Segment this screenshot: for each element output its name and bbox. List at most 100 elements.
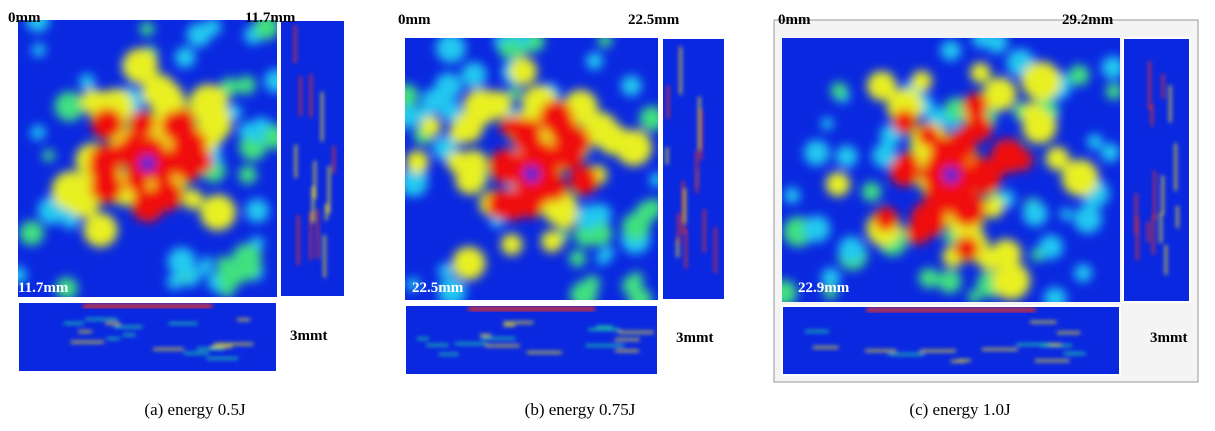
blob [621, 75, 642, 96]
streak [333, 146, 335, 174]
label-thickness: 3mmt [290, 328, 328, 344]
streak [888, 353, 924, 355]
streak [714, 227, 716, 273]
blob [906, 220, 930, 244]
blob [835, 145, 857, 167]
figure: 0mm11.7mm11.7mm3mmt(a) energy 0.5J0mm22.… [0, 0, 1215, 431]
blob [938, 270, 961, 293]
blob [175, 47, 196, 68]
streak [813, 346, 839, 348]
blob [586, 52, 603, 69]
blob [421, 116, 441, 136]
blob [1069, 65, 1090, 86]
streak [328, 166, 330, 214]
label-thickness: 3mmt [1150, 330, 1188, 346]
blob [131, 189, 164, 222]
streak [294, 25, 296, 63]
blob [784, 187, 800, 203]
blob [970, 62, 991, 83]
streak [1152, 215, 1154, 254]
streak [206, 357, 238, 359]
streak [958, 360, 971, 362]
streak [615, 339, 640, 341]
streak [310, 212, 312, 260]
blob [804, 140, 830, 166]
streak [197, 348, 224, 350]
blob [954, 236, 979, 261]
blob [238, 122, 254, 138]
label-width: 29.2mm [1062, 12, 1114, 28]
blob [553, 129, 575, 151]
label-origin: 0mm [778, 12, 811, 28]
blob [19, 221, 44, 246]
label-height: 11.7mm [18, 280, 69, 296]
streak [618, 331, 654, 333]
blob [892, 110, 916, 134]
bottom-scan [18, 302, 277, 372]
blob [499, 117, 517, 135]
streak [1049, 344, 1061, 346]
blob [79, 74, 95, 90]
blob [406, 150, 429, 173]
blob [963, 93, 988, 118]
streak [481, 337, 515, 339]
streak [314, 161, 316, 199]
streak [299, 76, 301, 116]
blob [968, 290, 981, 303]
panel: 0mm29.2mm22.9mm3mmt(c) energy 1.0J [771, 12, 1198, 419]
blob [182, 189, 202, 209]
blob [635, 202, 657, 224]
label-origin: 0mm [398, 12, 431, 28]
streak [982, 348, 1018, 350]
streak [1057, 332, 1080, 334]
streak [123, 334, 136, 336]
streak [1165, 245, 1167, 275]
streak [312, 186, 314, 222]
streak [295, 145, 297, 178]
blob [172, 108, 195, 131]
blob [838, 236, 864, 262]
streak [78, 331, 92, 333]
blob [630, 272, 643, 285]
streak [297, 215, 299, 265]
streak [321, 92, 323, 142]
surface-echo [468, 307, 595, 311]
streak [317, 209, 319, 259]
blob [32, 43, 46, 57]
streak [527, 351, 562, 353]
blob [601, 246, 614, 259]
blob [239, 166, 257, 184]
streak [504, 325, 515, 327]
blob [435, 73, 462, 100]
streak [439, 353, 458, 355]
blob [245, 199, 269, 223]
blob [576, 205, 600, 229]
blob [499, 41, 516, 58]
blob [874, 207, 899, 232]
streak [455, 343, 487, 345]
bottom-scan [782, 306, 1120, 375]
blob [501, 234, 523, 256]
blob [142, 74, 177, 109]
streak [666, 147, 668, 164]
blob [919, 268, 939, 288]
streak [86, 318, 118, 320]
blob [639, 106, 664, 131]
streak [214, 343, 253, 345]
blob [1087, 134, 1103, 150]
blob [518, 134, 539, 155]
blob [943, 167, 959, 183]
blob [967, 115, 993, 141]
streak [184, 352, 209, 354]
blob [950, 191, 985, 226]
blob [992, 262, 1030, 300]
streak [1176, 206, 1178, 228]
blob [124, 131, 143, 150]
streak [106, 323, 121, 325]
blob [1060, 208, 1072, 220]
blob [598, 33, 612, 47]
blob [455, 164, 485, 194]
blob [831, 82, 848, 99]
